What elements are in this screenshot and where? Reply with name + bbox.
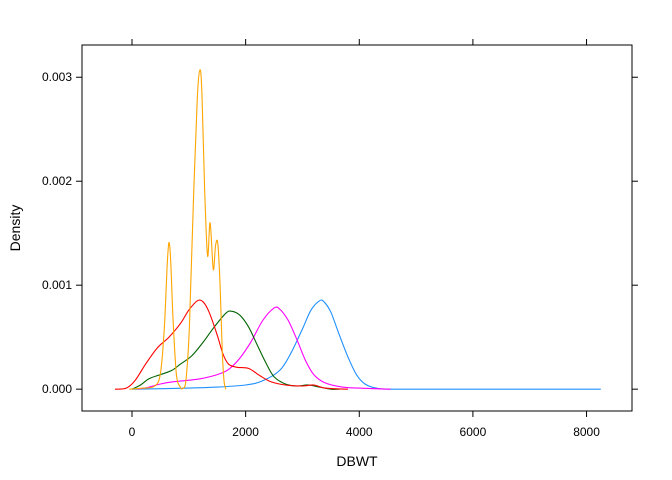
plot-frame xyxy=(81,44,633,412)
y-tick-label: 0.003 xyxy=(42,70,72,84)
series-lines xyxy=(114,69,601,390)
density-line-2 xyxy=(137,306,391,390)
density-line-5 xyxy=(129,69,227,390)
x-axis-title: DBWT xyxy=(336,453,378,469)
axis-tick-labels: 0 2000 4000 6000 8000 0.000 0.001 0.002 0.003 xyxy=(42,70,600,439)
density-line-4 xyxy=(114,299,348,390)
y-tick-label: 0.001 xyxy=(42,278,72,292)
x-tick-label: 0 xyxy=(129,425,136,439)
x-tick-label: 6000 xyxy=(460,425,487,439)
y-tick-label: 0.000 xyxy=(42,382,72,396)
density-line-1 xyxy=(131,299,601,390)
x-tick-label: 2000 xyxy=(232,425,259,439)
x-tick-label: 4000 xyxy=(346,425,373,439)
y-tick-label: 0.002 xyxy=(42,174,72,188)
y-axis-title: Density xyxy=(7,205,23,252)
x-tick-label: 8000 xyxy=(573,425,600,439)
axis-ticks xyxy=(76,39,638,417)
